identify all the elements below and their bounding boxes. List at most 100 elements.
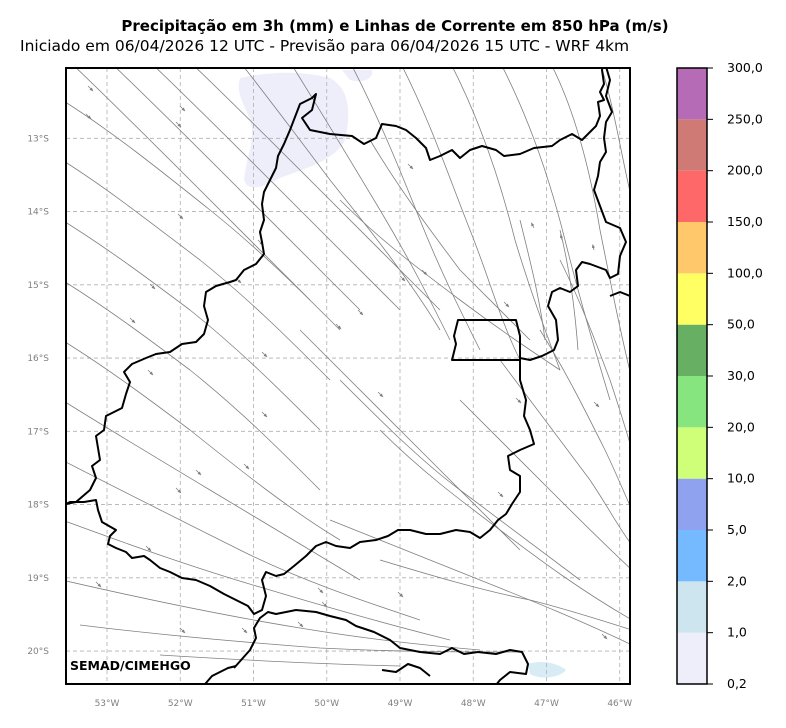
latitude-tick-label: 16°S: [27, 354, 49, 364]
credit-label: SEMAD/CIMEHGO: [70, 658, 191, 673]
streamline: [539, 329, 630, 507]
streamline: [552, 68, 630, 374]
colorbar-ticks: 0,2 1,0 2,0 5,0 10,0 20,0 30,0 50,0 100,0 150,0 20…: [707, 60, 763, 691]
streamline-arrow: [497, 491, 504, 498]
latitude-tick-label: 20°S: [27, 647, 49, 657]
map-frame: [65, 67, 631, 685]
streamline-arrow: [129, 317, 136, 324]
colorbar-tick-label: 200,0: [727, 163, 763, 178]
state-border-south: [233, 609, 529, 684]
streamline-arrow: [397, 591, 404, 598]
colorbar-tick-label: 20,0: [727, 419, 755, 434]
colorbar-swatch: [677, 222, 707, 274]
streamline-arrow: [147, 369, 154, 376]
streamline-arrow: [335, 323, 342, 330]
streamline: [159, 654, 401, 667]
streamline: [66, 342, 341, 541]
streamline-arrow: [149, 283, 156, 290]
streamline-arrow: [175, 121, 182, 128]
federal-district-border: [451, 319, 521, 361]
colorbar-tick-label: 10,0: [727, 471, 755, 486]
streamline-arrow: [179, 105, 186, 112]
streamline: [329, 519, 630, 645]
streamline-arrow: [407, 163, 414, 170]
streamline-arrow: [95, 581, 102, 588]
streamline-arrow: [399, 275, 406, 282]
latitude-tick-label: 17°S: [27, 427, 49, 437]
longitude-tick-label: 49°W: [388, 699, 413, 709]
colorbar-tick-label: 1,0: [727, 625, 747, 640]
streamline-arrow: [601, 633, 608, 640]
streamline: [195, 68, 441, 311]
streamline: [115, 68, 361, 311]
streamline-arrow: [243, 463, 250, 470]
streamline-arrow: [515, 397, 522, 404]
longitude-tick-label: 51°W: [241, 699, 266, 709]
state-border-goias: [66, 68, 627, 615]
streamline: [66, 461, 421, 621]
map-subtitle: Iniciado em 06/04/2026 12 UTC - Previsão…: [20, 37, 630, 55]
state-border-east: [609, 291, 630, 297]
streamline-arrow: [593, 401, 600, 408]
colorbar-swatch: [677, 324, 707, 376]
streamline: [66, 222, 321, 431]
streamline: [379, 429, 630, 620]
streamline: [519, 219, 546, 341]
streamline: [299, 329, 521, 551]
streamline-arrow: [85, 113, 92, 120]
streamline: [459, 399, 630, 569]
colorbar-tick-label: 30,0: [727, 368, 755, 383]
latitude-labels: 13°S 14°S 15°S 16°S 17°S 18°S 19°S 20°S: [27, 134, 49, 657]
streamline-arrow: [241, 627, 248, 634]
colorbar-tick-label: 50,0: [727, 317, 755, 332]
streamline-arrow: [503, 301, 510, 308]
colorbar-tick-label: 150,0: [727, 214, 763, 229]
streamline: [339, 379, 581, 581]
latitude-tick-label: 14°S: [27, 208, 49, 218]
streamline: [452, 68, 561, 371]
latitude-tick-label: 19°S: [27, 574, 49, 584]
longitude-tick-label: 50°W: [314, 699, 339, 709]
precip-area-north: [238, 72, 349, 188]
streamline: [244, 68, 441, 331]
colorbar-swatch: [677, 119, 707, 171]
colorbar-tick-label: 2,0: [727, 573, 747, 588]
latitude-tick-label: 18°S: [27, 501, 49, 511]
streamline: [352, 68, 481, 351]
colorbar-swatch: [677, 273, 707, 325]
streamline-arrow: [195, 469, 202, 476]
streamline-arrow: [591, 244, 596, 251]
streamline-arrow: [559, 234, 564, 241]
longitude-tick-label: 46°W: [607, 699, 632, 709]
colorbar-tick-label: 5,0: [727, 522, 747, 537]
streamline-arrow: [175, 487, 182, 494]
colorbar-swatches: [677, 68, 707, 684]
streamline-arrow: [145, 545, 152, 552]
colorbar-swatch: [677, 376, 707, 428]
streamline: [559, 259, 630, 445]
streamline-arrow: [531, 222, 535, 229]
streamline: [75, 68, 311, 301]
state-border-bottom-small: [381, 663, 431, 677]
colorbar-swatch: [677, 632, 707, 684]
streamline: [66, 282, 321, 491]
streamline: [339, 199, 561, 371]
latitude-tick-label: 13°S: [27, 134, 49, 144]
map-title: Precipitação em 3h (mm) e Linhas de Corr…: [121, 17, 669, 35]
streamline: [66, 162, 331, 381]
colorbar-swatch: [677, 170, 707, 222]
streamline-arrow: [87, 85, 94, 92]
streamline-arrow: [321, 601, 328, 608]
streamline-arrow: [297, 621, 304, 628]
streamline: [369, 139, 531, 341]
colorbar-tick-label: 0,2: [727, 676, 747, 691]
longitude-tick-label: 48°W: [461, 699, 486, 709]
colorbar-swatch: [677, 581, 707, 633]
colorbar-tick-label: 300,0: [727, 60, 763, 75]
colorbar-swatch: [677, 68, 707, 120]
streamline: [601, 68, 630, 194]
streamline-arrow: [377, 391, 384, 398]
colorbar-swatch: [677, 427, 707, 479]
